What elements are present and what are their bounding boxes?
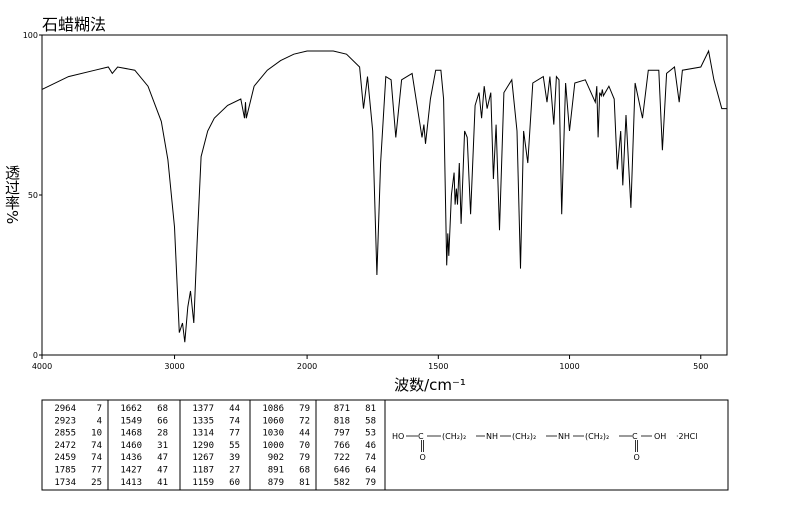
peak-transmittance: 70 <box>299 441 310 451</box>
peak-transmittance: 41 <box>157 478 168 488</box>
y-tick-label: 0 <box>33 351 38 360</box>
peak-wavenumber: 1662 <box>120 404 142 414</box>
peak-transmittance: 27 <box>229 466 240 476</box>
peak-transmittance: 81 <box>365 404 376 414</box>
peak-transmittance: 39 <box>229 453 240 463</box>
structure-carbonyl-o: O <box>634 453 640 462</box>
peak-wavenumber: 879 <box>268 478 284 488</box>
peak-wavenumber: 1290 <box>192 441 214 451</box>
table-dividers <box>107 400 386 490</box>
peak-transmittance: 10 <box>91 429 102 439</box>
spectrum-line <box>41 49 727 343</box>
peak-transmittance: 74 <box>91 453 102 463</box>
peak-transmittance: 7 <box>97 404 102 414</box>
structure-part: ·2HCl <box>676 432 697 441</box>
peak-wavenumber: 766 <box>334 441 350 451</box>
x-axis-label: 波数/cm⁻¹ <box>394 376 466 394</box>
peak-wavenumber: 1377 <box>192 404 214 414</box>
peak-wavenumber: 902 <box>268 453 284 463</box>
peak-transmittance: 53 <box>365 429 376 439</box>
peak-transmittance: 81 <box>299 478 310 488</box>
peak-transmittance: 60 <box>229 478 240 488</box>
peak-wavenumber: 1734 <box>54 478 76 488</box>
peak-wavenumber: 1086 <box>262 404 284 414</box>
peak-wavenumber: 1335 <box>192 416 214 426</box>
x-tick-label: 500 <box>693 362 708 371</box>
peak-transmittance: 68 <box>299 466 310 476</box>
structure-part: NH <box>486 432 498 441</box>
x-tick-label: 3000 <box>164 362 184 371</box>
peak-wavenumber: 1436 <box>120 453 142 463</box>
peak-transmittance: 79 <box>299 453 310 463</box>
structure-part: (CH₂)₂ <box>442 432 466 441</box>
peak-wavenumber: 1314 <box>192 429 214 439</box>
peak-transmittance: 74 <box>91 441 102 451</box>
x-tick-label: 4000 <box>32 362 52 371</box>
y-tick-label: 50 <box>28 191 38 200</box>
peak-wavenumber: 2964 <box>54 404 76 414</box>
structure-part: C <box>632 432 638 441</box>
structure-part: HO <box>392 432 404 441</box>
x-tick-label: 1000 <box>559 362 579 371</box>
peak-wavenumber: 722 <box>334 453 350 463</box>
peak-transmittance: 74 <box>365 453 376 463</box>
peak-wavenumber: 1427 <box>120 466 142 476</box>
x-tick-label: 1500 <box>428 362 448 371</box>
peak-wavenumber: 2472 <box>54 441 76 451</box>
peak-transmittance: 55 <box>229 441 240 451</box>
peak-transmittance: 77 <box>91 466 102 476</box>
peak-transmittance: 44 <box>299 429 310 439</box>
x-tick-label: 2000 <box>297 362 317 371</box>
peak-wavenumber: 2855 <box>54 429 76 439</box>
structure-part: OH <box>654 432 666 441</box>
peak-wavenumber: 1468 <box>120 429 142 439</box>
peak-wavenumber: 871 <box>334 404 350 414</box>
peak-wavenumber: 1267 <box>192 453 214 463</box>
peak-transmittance: 72 <box>299 416 310 426</box>
peak-wavenumber: 1030 <box>262 429 284 439</box>
structure-part: C <box>418 432 424 441</box>
peak-transmittance: 46 <box>365 441 376 451</box>
peak-wavenumber: 1549 <box>120 416 142 426</box>
peak-transmittance: 79 <box>299 404 310 414</box>
peak-transmittance: 79 <box>365 478 376 488</box>
structure-carbonyl-o: O <box>420 453 426 462</box>
peak-wavenumber: 1187 <box>192 466 214 476</box>
structure-part: NH <box>558 432 570 441</box>
peak-wavenumber: 1785 <box>54 466 76 476</box>
peak-transmittance: 28 <box>157 429 168 439</box>
chart-title: 石蜡糊法 <box>42 15 106 34</box>
peak-wavenumber: 646 <box>334 466 350 476</box>
peak-transmittance: 64 <box>365 466 376 476</box>
peak-transmittance: 74 <box>229 416 240 426</box>
peak-transmittance: 44 <box>229 404 240 414</box>
peak-wavenumber: 818 <box>334 416 350 426</box>
peak-wavenumber: 891 <box>268 466 284 476</box>
peak-wavenumber: 582 <box>334 478 350 488</box>
peak-transmittance: 68 <box>157 404 168 414</box>
structure-part: (CH₂)₂ <box>585 432 609 441</box>
peak-transmittance: 66 <box>157 416 168 426</box>
peak-wavenumber: 1060 <box>262 416 284 426</box>
peak-transmittance: 47 <box>157 453 168 463</box>
peak-wavenumber: 2923 <box>54 416 76 426</box>
peak-transmittance: 4 <box>97 416 102 426</box>
peak-wavenumber: 1460 <box>120 441 142 451</box>
y-tick-label: 100 <box>23 31 38 40</box>
peak-transmittance: 77 <box>229 429 240 439</box>
peak-transmittance: 25 <box>91 478 102 488</box>
peak-wavenumber: 1159 <box>192 478 214 488</box>
structure-part: (CH₂)₂ <box>512 432 536 441</box>
peak-transmittance: 47 <box>157 466 168 476</box>
peak-wavenumber: 1000 <box>262 441 284 451</box>
peak-transmittance: 58 <box>365 416 376 426</box>
y-axis-label: 透过率% <box>3 165 21 224</box>
structure-bonds <box>406 435 652 452</box>
peak-transmittance: 31 <box>157 441 168 451</box>
peak-wavenumber: 797 <box>334 429 350 439</box>
peak-wavenumber: 1413 <box>120 478 142 488</box>
peak-wavenumber: 2459 <box>54 453 76 463</box>
